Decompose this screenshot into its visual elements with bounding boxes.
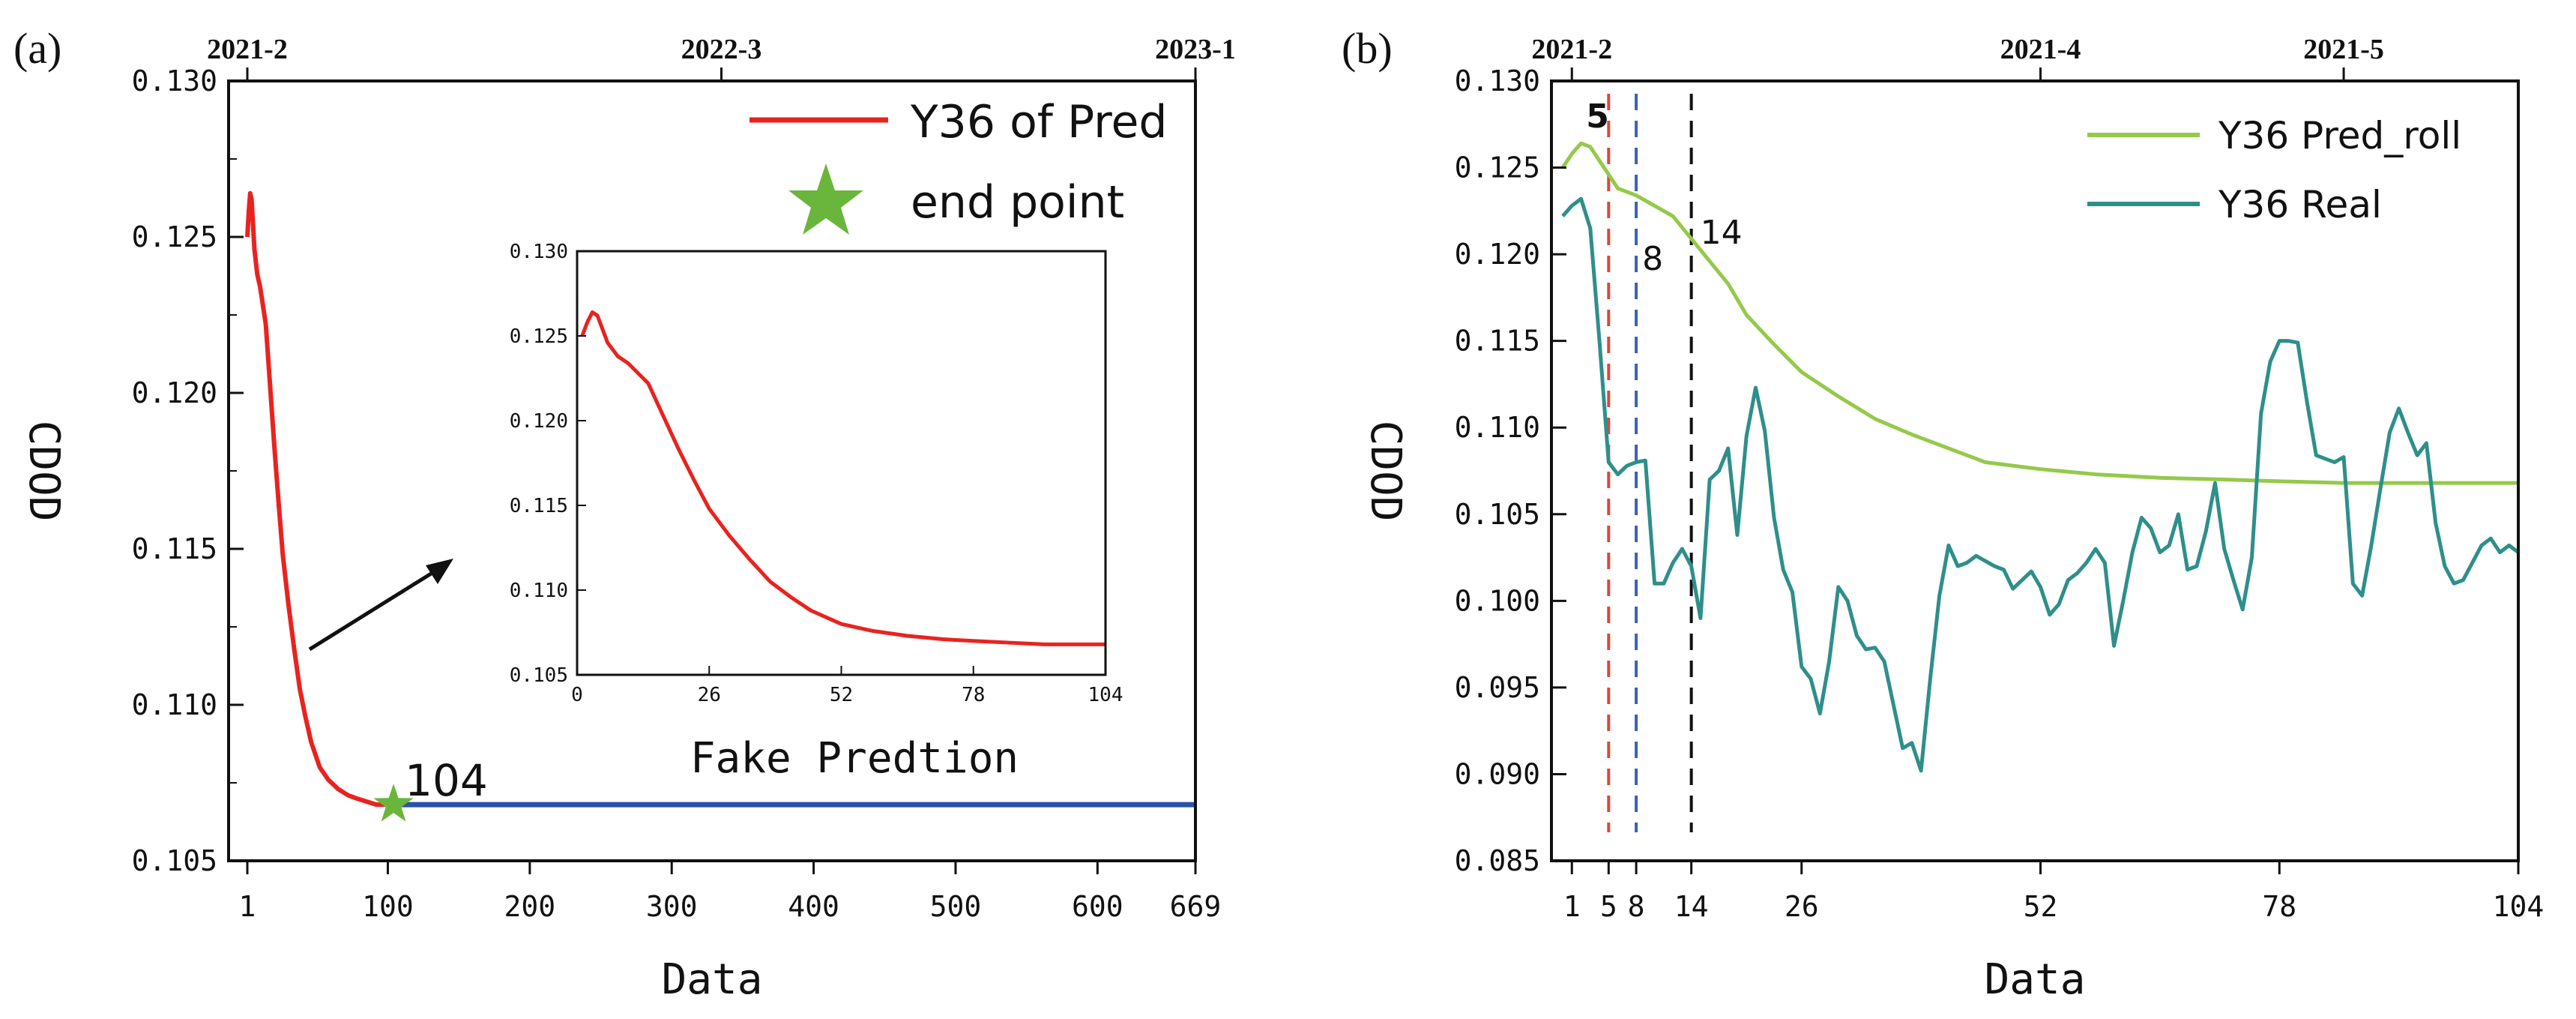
top-tick-label: 2021-4 [2000,34,2081,65]
inset-y-tick-label: 0.120 [510,410,568,433]
y-tick-label: 0.090 [1455,757,1540,790]
panel-a-legend: Y36 of Pred end point [749,96,1167,235]
series-line-roll [1560,141,2518,485]
panel-b-series [1560,141,2520,773]
inset-y-tick-label: 0.105 [510,664,568,687]
y-tick-label: 0.110 [1455,411,1540,444]
top-tick-label: 2023-1 [1155,34,1236,65]
panel-b-y-axis: 0.085 0.090 0.095 0.100 0.105 0.110 0.115 0.120… [1455,64,1566,877]
x-tick-label: 100 [362,890,414,923]
panel-a-series [245,190,1195,808]
y-tick-label: 0.120 [1455,238,1540,271]
panel-b-vlines: 5 8 14 [1586,94,1743,832]
panel-a: (a) 0.105 0.110 0.115 0.120 0.125 0.130 1 100 2… [13,24,1236,1004]
panel-b-label: (b) [1342,24,1393,73]
inset-x-axis: 0 26 52 78 104 [571,666,1123,706]
inset-x-tick-label: 52 [830,684,853,706]
top-tick-label: 2021-2 [1531,34,1612,65]
x-tick-label: 26 [1785,890,1819,923]
y-tick-label: 0.125 [1455,151,1540,184]
inset-chart: 0.105 0.110 0.115 0.120 0.125 0.130 0 26 52 78 10… [510,241,1123,783]
inset-x-tick-label: 0 [571,684,583,706]
x-tick-label: 104 [2493,890,2545,923]
x-tick-label: 78 [2262,890,2296,923]
panel-b-frame [1550,79,2520,862]
x-tick-label: 1 [239,890,256,923]
inset-series-line [580,310,1105,646]
inset-y-axis: 0.105 0.110 0.115 0.120 0.125 0.130 [510,241,586,687]
legend-pred-label: Y36 of Pred [910,96,1167,148]
inset-x-tick-label: 104 [1088,684,1123,706]
x-tick-label: 669 [1170,890,1222,923]
y-tick-label: 0.095 [1455,671,1540,704]
end-point-label: 104 [405,755,488,806]
inset-background [577,251,1105,675]
panel-b-top-axis: 2021-2 2021-4 2021-5 [1531,34,2384,81]
panel-a-y-axis: 0.105 0.110 0.115 0.120 0.125 0.130 [132,64,244,877]
x-tick-label: 1 [1563,890,1581,923]
y-tick-label: 0.125 [132,220,217,253]
y-tick-label: 0.115 [132,532,217,565]
vline-label-8: 8 [1642,240,1663,278]
top-tick-label: 2021-5 [2303,34,2384,65]
inset-y-tick-label: 0.110 [510,580,568,602]
x-tick-label: 5 [1600,890,1617,923]
inset-y-tick-label: 0.115 [510,495,568,517]
x-tick-label: 8 [1628,890,1645,923]
panel-a-label: (a) [13,24,61,73]
vline-label-14: 14 [1701,214,1743,252]
x-tick-label: 500 [930,890,982,923]
x-tick-label: 52 [2024,890,2058,923]
y-tick-label: 0.105 [132,844,217,877]
x-tick-label: 300 [646,890,698,923]
x-tick-label: 14 [1674,890,1709,923]
y-tick-label: 0.120 [132,376,217,409]
y-tick-label: 0.100 [1455,584,1540,617]
inset-x-tick-label: 26 [698,684,721,706]
legend-star-icon [788,163,863,235]
series-line-pred [245,190,394,808]
x-tick-label: 600 [1072,890,1123,923]
panel-b-x-title: Data [1985,955,2086,1004]
top-tick-label: 2022-3 [681,34,762,65]
y-tick-label: 0.115 [1455,325,1540,358]
panel-b-y-title: CDOD [1361,421,1410,522]
y-tick-label: 0.130 [132,64,217,97]
inset-series [580,310,1105,646]
top-tick-label: 2021-2 [207,34,288,65]
vline-label-5: 5 [1586,97,1609,136]
y-tick-label: 0.085 [1455,844,1540,877]
y-tick-label: 0.130 [1455,64,1540,97]
inset-x-tick-label: 78 [962,684,985,706]
legend-real-label: Y36 Real [2218,183,2382,226]
zoom-arrow-icon [308,559,453,652]
x-tick-label: 400 [788,890,839,923]
series-line-real [1561,196,2520,773]
end-point-star-icon [373,784,414,822]
inset-y-tick-label: 0.130 [510,241,568,263]
x-tick-label: 200 [504,890,556,923]
inset-y-tick-label: 0.125 [510,325,568,348]
legend-end-label: end point [911,176,1124,229]
panel-a-y-title: CDOD [19,421,68,522]
panel-a-x-axis: 1 100 200 300 400 500 600 669 [239,861,1222,923]
panel-a-top-axis: 2021-2 2022-3 2023-1 [207,34,1236,81]
panel-b-x-axis: 1 5 8 14 26 52 78 104 [1563,861,2545,923]
inset-title: Fake Predtion [690,734,1019,783]
panel-a-x-title: Data [662,955,763,1004]
panel-b-legend: Y36 Pred_roll Y36 Real [2087,114,2461,226]
y-tick-label: 0.110 [132,688,217,721]
y-tick-label: 0.105 [1455,498,1540,531]
legend-roll-label: Y36 Pred_roll [2218,114,2461,157]
